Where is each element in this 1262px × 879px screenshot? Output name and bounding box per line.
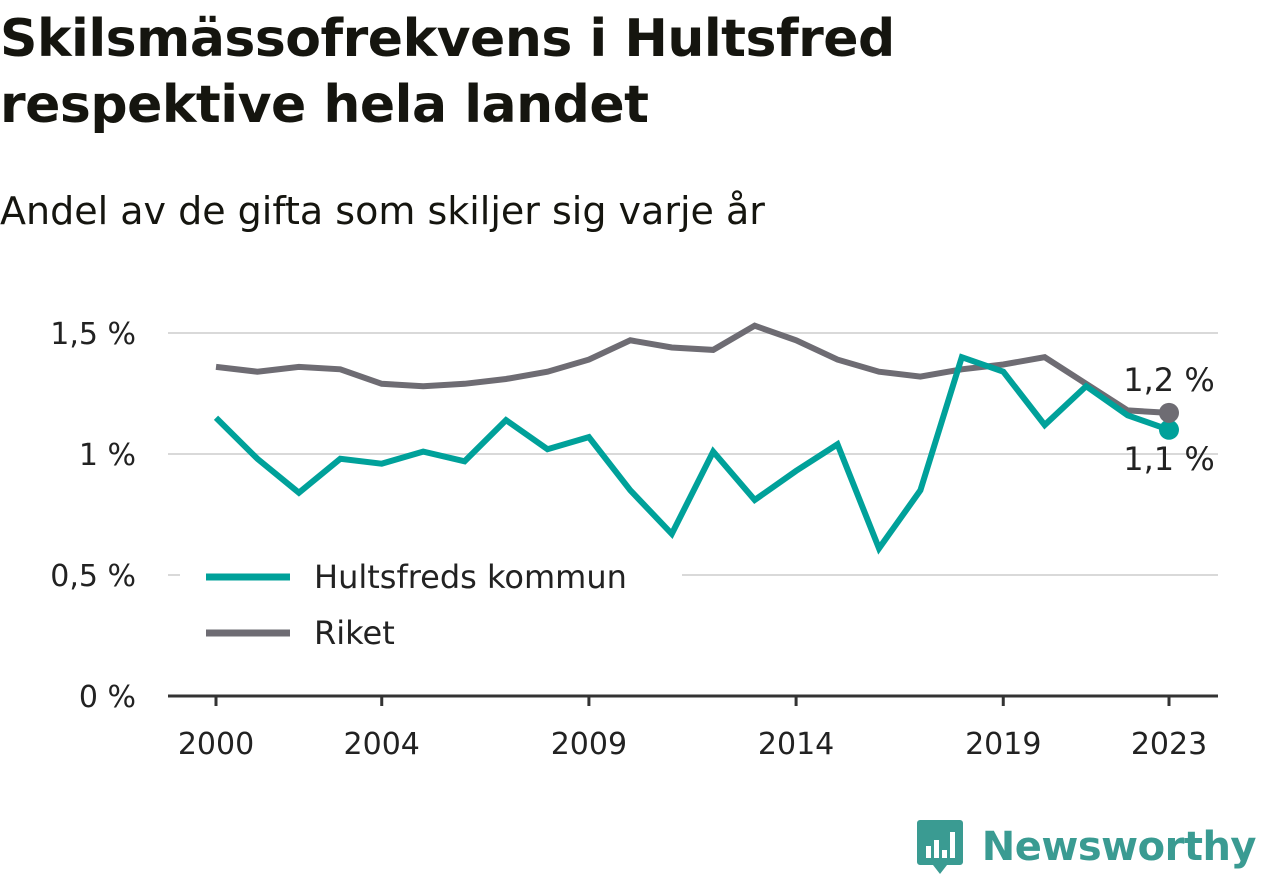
- series-line: [215, 322, 1170, 416]
- x-tick-label: 2000: [178, 727, 254, 762]
- x-tick-label: 2004: [344, 727, 420, 762]
- x-tick-label: 2014: [758, 727, 834, 762]
- y-tick-label: 0,5 %: [50, 559, 136, 594]
- newsworthy-logo-text: Newsworthy: [981, 824, 1257, 870]
- end-value-label: 1,1 %: [1123, 440, 1214, 478]
- x-tick-label: 2023: [1131, 727, 1207, 762]
- x-axis-ticks: 2000 2004 2009 2014 2019 2023: [178, 696, 1207, 762]
- end-point-marker: [1159, 402, 1179, 423]
- end-point-marker: [1159, 419, 1179, 440]
- newsworthy-logo: Newsworthy: [916, 817, 1257, 877]
- y-axis-tick-labels: 0 % 0,5 % 1 % 1,5 %: [50, 317, 136, 715]
- end-labels: 1,1 % 1,2 %: [1123, 361, 1214, 478]
- x-tick-label: 2009: [551, 727, 627, 762]
- series-line: [213, 353, 1170, 555]
- end-value-label: 1,2 %: [1123, 361, 1214, 399]
- legend-label: Riket: [314, 614, 395, 652]
- x-tick-label: 2019: [965, 727, 1041, 762]
- y-tick-label: 0 %: [79, 680, 136, 715]
- chart-title: Skilsmässofrekvens i Hultsfred respektiv…: [0, 9, 895, 135]
- chart-subtitle: Andel av de gifta som skiljer sig varje …: [0, 189, 765, 233]
- y-tick-label: 1,5 %: [50, 317, 136, 352]
- legend-background: [180, 545, 682, 670]
- newsworthy-logo-icon: [916, 820, 963, 874]
- series-lines: [213, 322, 1170, 555]
- legend: Hultsfreds kommun Riket: [180, 545, 682, 670]
- legend-label: Hultsfreds kommun: [314, 558, 627, 596]
- y-tick-label: 1 %: [79, 438, 136, 473]
